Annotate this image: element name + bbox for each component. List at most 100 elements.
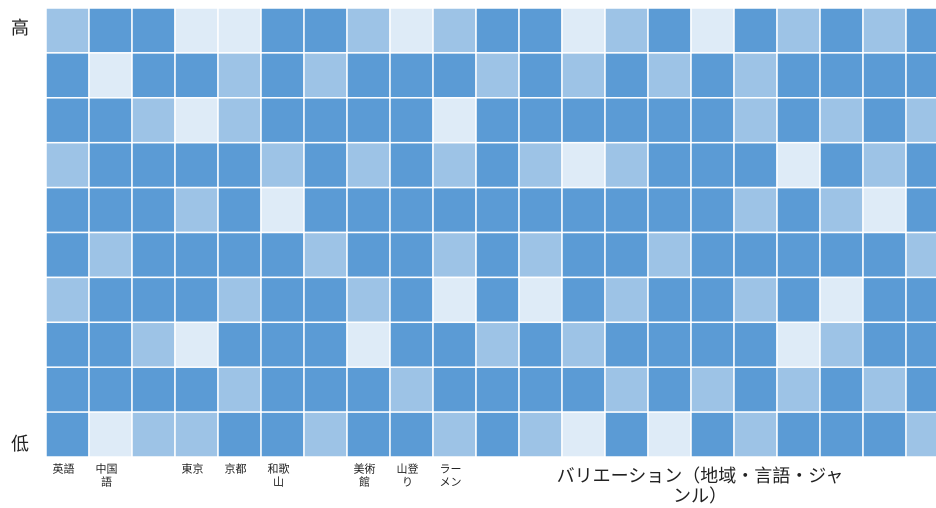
- cell: [303, 366, 348, 413]
- cell: [604, 52, 649, 99]
- cell: [260, 7, 305, 54]
- axis-title: バリエーション（地域・言語・ジャ: [557, 466, 844, 486]
- cell: [862, 97, 907, 144]
- cell: [174, 186, 219, 234]
- cell: [690, 52, 735, 99]
- axis-title: ンル）: [673, 486, 727, 506]
- cell: [389, 97, 434, 144]
- low-label: 低: [11, 434, 29, 454]
- cell: [690, 411, 735, 458]
- cell: [45, 411, 90, 458]
- cell: [690, 186, 735, 234]
- cell: [776, 231, 821, 279]
- cell: [131, 276, 176, 324]
- column-label: 和歌: [268, 462, 290, 476]
- cell: [260, 276, 305, 324]
- cell: [303, 141, 348, 189]
- cell: [862, 231, 907, 279]
- cell: [346, 7, 391, 54]
- cell: [733, 276, 778, 324]
- cell: [776, 97, 821, 144]
- cell: [647, 231, 692, 279]
- cell: [561, 7, 606, 54]
- cell: [604, 7, 649, 54]
- cell: [518, 186, 563, 234]
- cell: [647, 7, 692, 54]
- cell: [131, 7, 176, 54]
- cell: [604, 186, 649, 234]
- cell: [389, 276, 434, 324]
- cell: [260, 141, 305, 189]
- cell: [475, 52, 520, 99]
- cell: [647, 141, 692, 189]
- cell: [475, 231, 520, 279]
- cell: [733, 231, 778, 279]
- cell: [88, 141, 133, 189]
- cell: [733, 321, 778, 368]
- cell: [45, 186, 90, 234]
- cell: [604, 97, 649, 144]
- cell: [174, 231, 219, 279]
- cell: [432, 411, 477, 458]
- cell: [862, 7, 907, 54]
- cell: [174, 7, 219, 54]
- cell: [432, 97, 477, 144]
- cell: [475, 141, 520, 189]
- cell: [303, 7, 348, 54]
- column-label: ラー: [440, 464, 462, 476]
- cell: [475, 411, 520, 458]
- cell: [45, 366, 90, 413]
- cell: [776, 411, 821, 458]
- cell: [45, 141, 90, 189]
- cell: [819, 7, 864, 54]
- cell: [733, 411, 778, 458]
- cell: [518, 7, 563, 54]
- cell: [45, 97, 90, 144]
- cell: [131, 186, 176, 234]
- cell: [733, 97, 778, 144]
- cell: [174, 411, 219, 458]
- cell: [604, 321, 649, 368]
- cell: [561, 52, 606, 99]
- cell: [260, 366, 305, 413]
- cell: [518, 321, 563, 368]
- cell: [518, 231, 563, 279]
- cell: [346, 52, 391, 99]
- cell: [561, 276, 606, 324]
- cell: [303, 186, 348, 234]
- cell: [905, 7, 936, 54]
- cell: [604, 366, 649, 413]
- cell: [733, 186, 778, 234]
- cell: [733, 52, 778, 99]
- cell: [647, 52, 692, 99]
- cell: [45, 276, 90, 324]
- cell: [475, 321, 520, 368]
- cell: [217, 411, 262, 458]
- cell: [88, 7, 133, 54]
- cell: [260, 411, 305, 458]
- cell: [647, 321, 692, 368]
- cell: [776, 321, 821, 368]
- cell: [561, 321, 606, 368]
- cell: [432, 7, 477, 54]
- cell: [88, 231, 133, 279]
- cell: [88, 366, 133, 413]
- cell: [174, 276, 219, 324]
- cell: [217, 231, 262, 279]
- cell: [303, 97, 348, 144]
- cell: [45, 7, 90, 54]
- cell: [561, 366, 606, 413]
- cell: [647, 276, 692, 324]
- cell: [432, 231, 477, 279]
- column-label: 美術: [354, 463, 376, 476]
- cell: [303, 411, 348, 458]
- cell: [776, 141, 821, 189]
- cell: [518, 276, 563, 324]
- cell: [131, 141, 176, 189]
- cell: [905, 52, 936, 99]
- cell: [862, 411, 907, 458]
- cell: [346, 411, 391, 458]
- cell: [389, 321, 434, 368]
- cell: [389, 231, 434, 279]
